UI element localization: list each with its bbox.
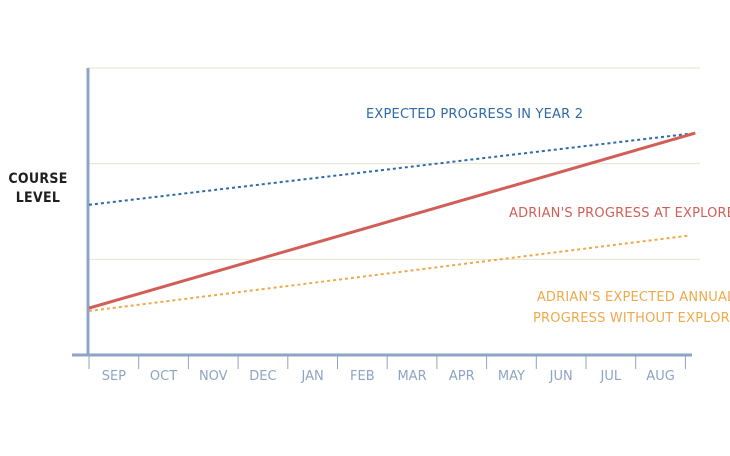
series-line-adrian-without xyxy=(88,234,691,312)
series-label-expected-year2: EXPECTED PROGRESS IN YEAR 2 xyxy=(366,107,584,122)
x-tick-label-dec: DEC xyxy=(249,369,276,384)
x-tick-label-nov: NOV xyxy=(199,369,228,384)
x-tick-label-jul: JUL xyxy=(600,369,622,384)
x-tick-label-jan: JAN xyxy=(301,369,324,384)
y-axis-label: COURSE LEVEL xyxy=(6,170,70,208)
series-line-adrian-explore xyxy=(88,131,696,310)
series-label-adrian-explore: ADRIAN'S PROGRESS AT EXPLORE xyxy=(509,206,730,221)
y-axis-label-line-1: COURSE xyxy=(8,171,68,187)
series-line-expected-year2 xyxy=(88,132,696,206)
x-tick-label-may: MAY xyxy=(498,369,525,384)
series-label-adrian-without-line-1: ADRIAN'S EXPECTED ANNUAL xyxy=(536,290,730,305)
x-tick-label-jun: JUN xyxy=(549,369,573,384)
x-tick-label-apr: APR xyxy=(449,369,475,384)
x-tick-label-oct: OCT xyxy=(150,369,177,384)
x-tick-label-sep: SEP xyxy=(102,369,126,384)
series-label-adrian-without-line-2: PROGRESS WITHOUT EXPLORE xyxy=(533,311,730,326)
x-tick-label-feb: FEB xyxy=(350,369,375,384)
x-tick-label-aug: AUG xyxy=(646,369,674,384)
y-axis-label-line-2: LEVEL xyxy=(15,190,61,206)
series-label-adrian-without: ADRIAN'S EXPECTED ANNUAL PROGRESS WITHOU… xyxy=(533,287,730,329)
x-tick-label-mar: MAR xyxy=(397,369,426,384)
